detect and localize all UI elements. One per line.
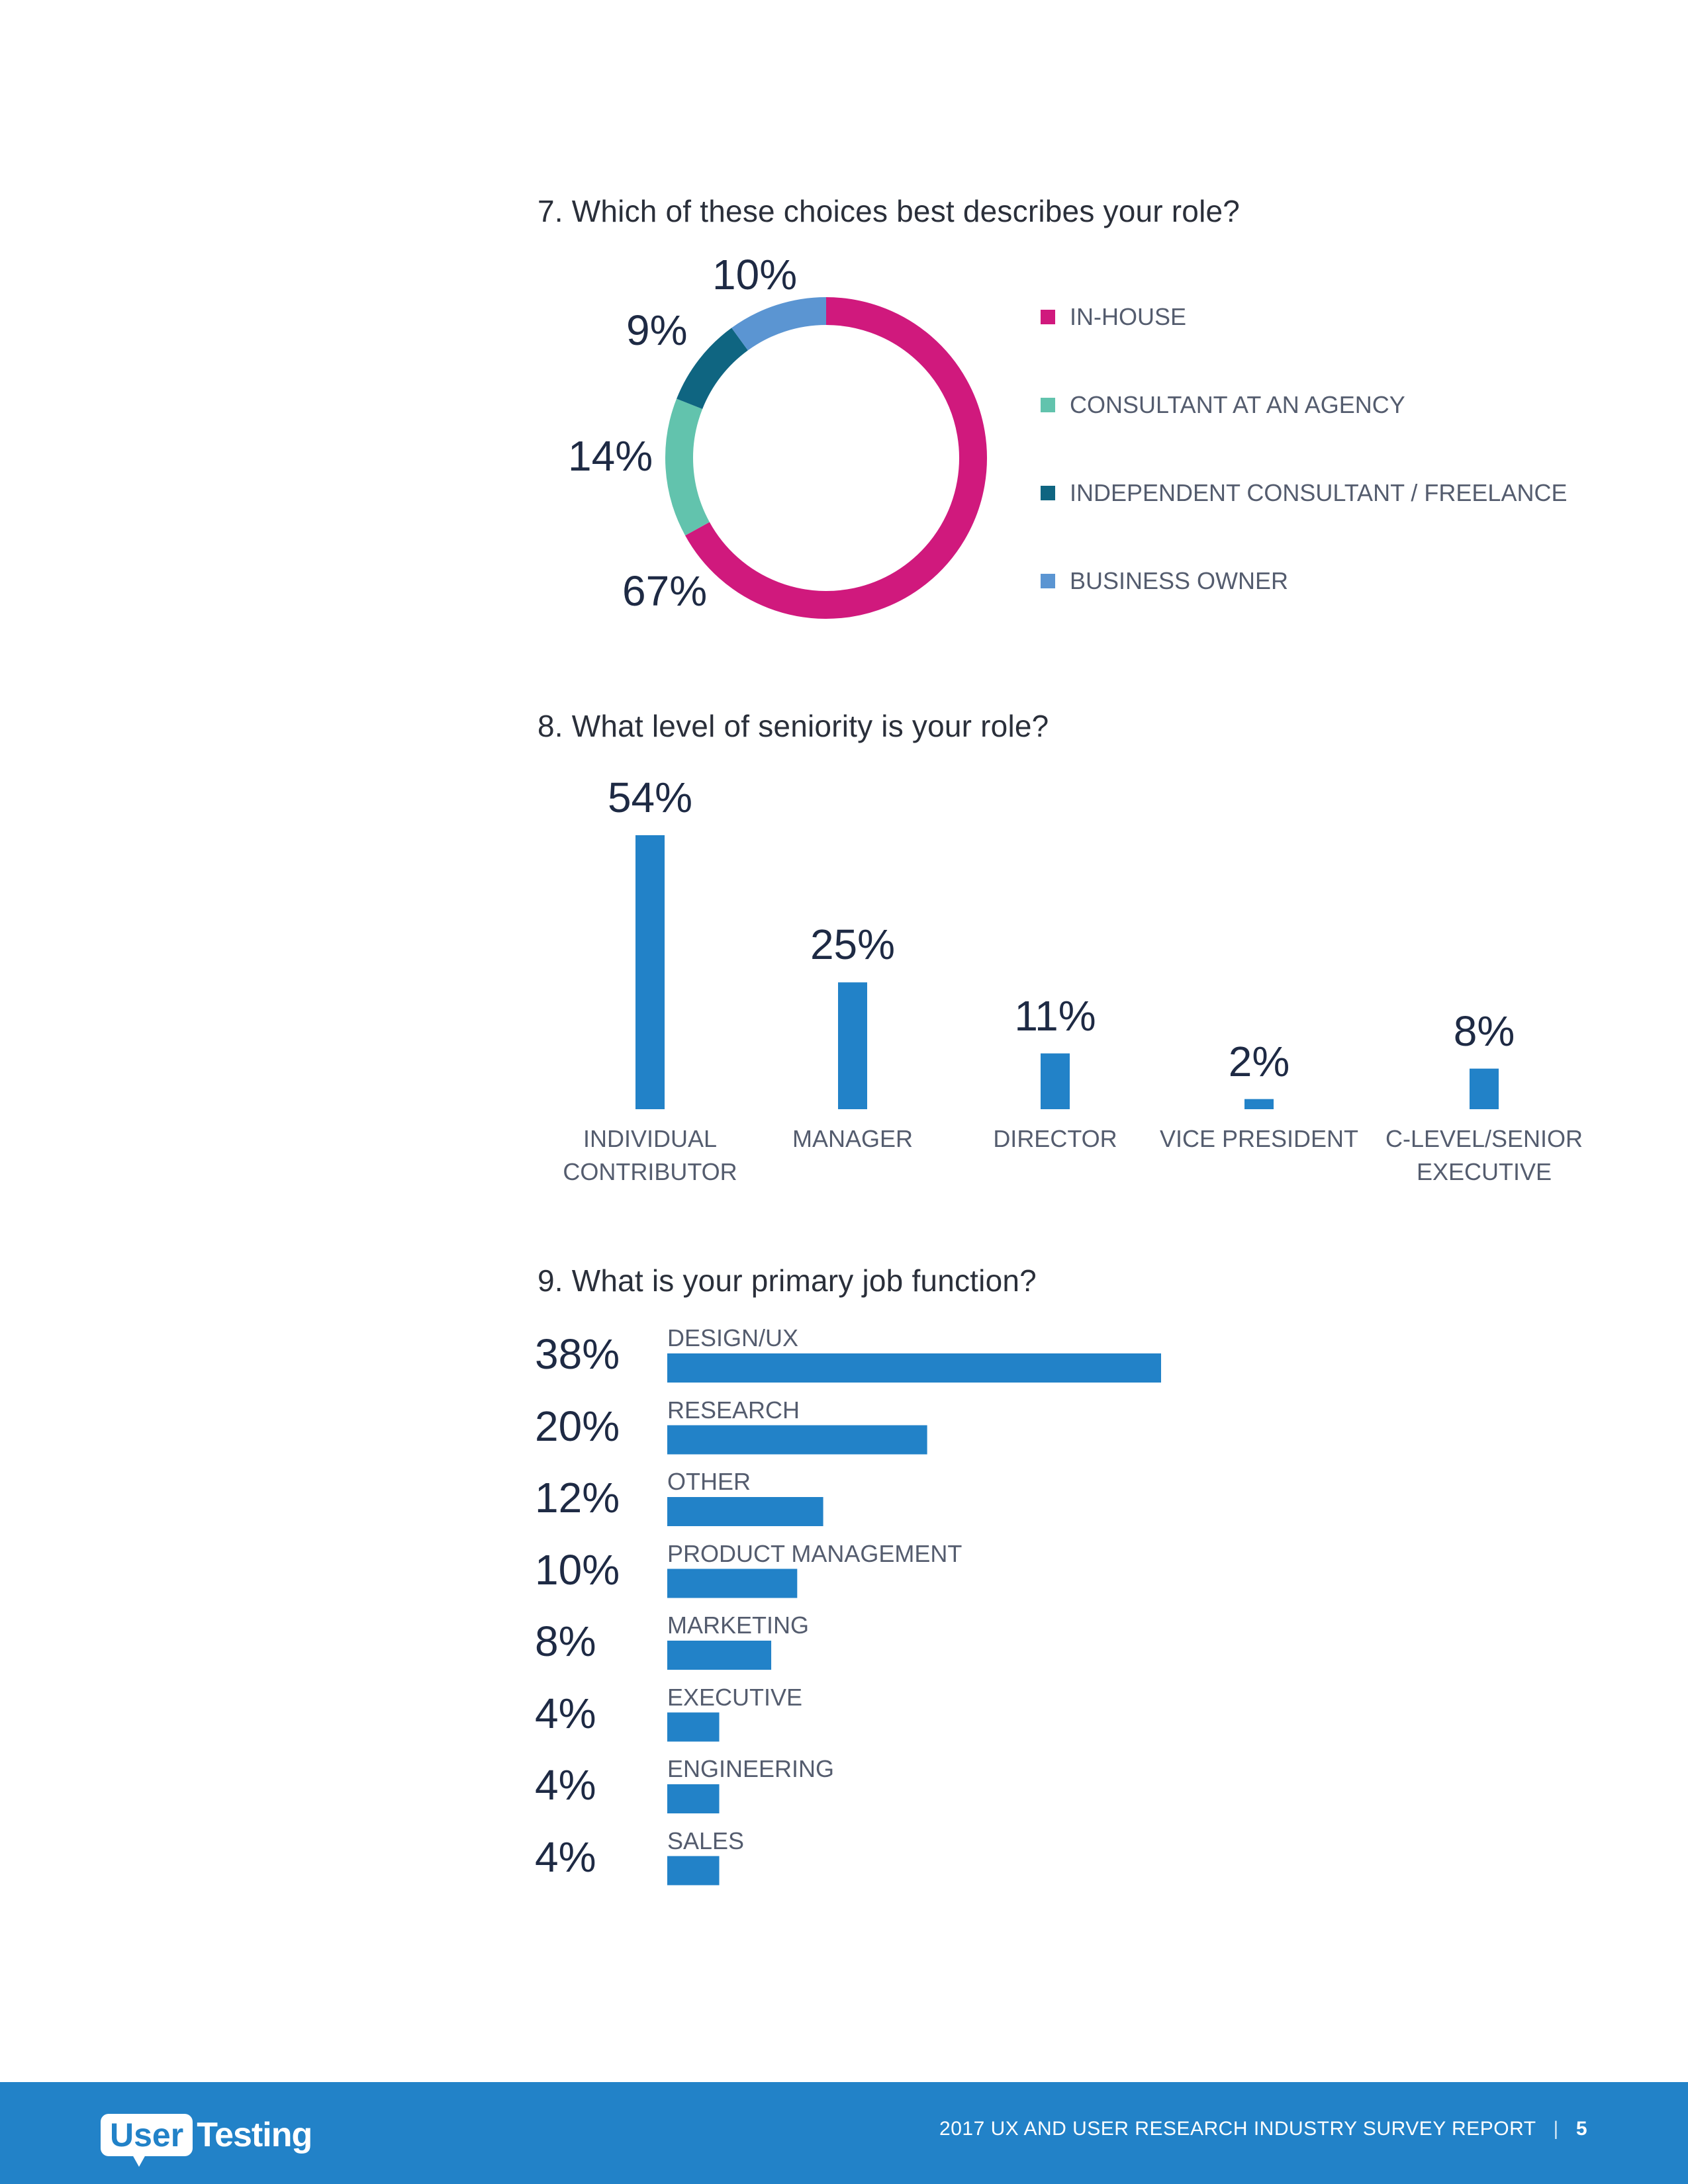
seniority-bar bbox=[1041, 1053, 1070, 1109]
job-function-category-label: SALES bbox=[667, 1827, 745, 1854]
donut-value-label: 9% bbox=[626, 306, 688, 354]
seniority-category-line: VICE PRESIDENT bbox=[1159, 1125, 1359, 1152]
q7-title: 7. Which of these choices best describes… bbox=[538, 194, 1241, 228]
job-function-bar bbox=[667, 1497, 823, 1526]
job-function-bar bbox=[667, 1425, 927, 1455]
job-function-category-label: RESEARCH bbox=[667, 1396, 800, 1424]
job-function-value-label: 12% bbox=[535, 1474, 620, 1522]
footer: User Testing 2017 UX AND USER RESEARCH I… bbox=[0, 2082, 1688, 2184]
legend-label: INDEPENDENT CONSULTANT / FREELANCE bbox=[1070, 479, 1568, 506]
job-function-value-label: 20% bbox=[535, 1402, 620, 1450]
footer-separator: | bbox=[1553, 2118, 1559, 2140]
donut-slice-in-house bbox=[685, 297, 987, 619]
seniority-value-label: 54% bbox=[607, 774, 693, 821]
seniority-category-label: C-LEVEL/SENIOR EXECUTIVE bbox=[1378, 1122, 1590, 1189]
job-function-bar bbox=[667, 1641, 772, 1670]
job-function-bar-chart bbox=[667, 1353, 1161, 1886]
seniority-bar bbox=[838, 982, 867, 1109]
legend-item: CONSULTANT AT AN AGENCY bbox=[1041, 391, 1405, 419]
seniority-value-label: 11% bbox=[1014, 991, 1096, 1040]
seniority-category-line: C-LEVEL/SENIOR bbox=[1385, 1125, 1583, 1152]
legend-swatch bbox=[1041, 310, 1055, 324]
job-function-category-label: ENGINEERING bbox=[667, 1755, 835, 1782]
legend-item: IN-HOUSE bbox=[1041, 303, 1186, 331]
job-function-bar bbox=[667, 1712, 720, 1742]
seniority-category-label: MANAGER bbox=[747, 1122, 959, 1156]
usertesting-logo[interactable]: User Testing bbox=[101, 2109, 312, 2167]
seniority-bar bbox=[635, 835, 665, 1109]
job-function-category-label: MARKETING bbox=[667, 1612, 810, 1639]
seniority-bar-chart bbox=[635, 835, 1499, 1109]
job-function-value-label: 8% bbox=[535, 1617, 596, 1665]
donut-value-label: 67% bbox=[622, 567, 708, 615]
job-function-value-label: 4% bbox=[535, 1833, 596, 1881]
job-function-bar bbox=[667, 1569, 798, 1598]
legend-item: INDEPENDENT CONSULTANT / FREELANCE bbox=[1041, 479, 1567, 507]
logo-user-bubble: User bbox=[101, 2114, 193, 2167]
seniority-value-label: 25% bbox=[810, 921, 896, 969]
job-function-bar bbox=[667, 1856, 720, 1886]
job-function-value-label: 4% bbox=[535, 1761, 596, 1809]
legend-label: BUSINESS OWNER bbox=[1070, 567, 1289, 594]
job-function-value-label: 10% bbox=[535, 1545, 620, 1594]
job-function-category-label: PRODUCT MANAGEMENT bbox=[667, 1539, 962, 1567]
q8-title: 8. What level of seniority is your role? bbox=[538, 709, 1049, 743]
legend-label: IN-HOUSE bbox=[1070, 303, 1187, 330]
legend-swatch bbox=[1041, 398, 1055, 412]
job-function-bar bbox=[667, 1784, 720, 1813]
donut-value-label: 10% bbox=[712, 251, 798, 298]
legend-swatch bbox=[1041, 574, 1055, 588]
seniority-category-label: INDIVIDUAL CONTRIBUTOR bbox=[544, 1122, 756, 1189]
seniority-category-line: MANAGER bbox=[792, 1125, 914, 1152]
seniority-value-label: 2% bbox=[1228, 1037, 1290, 1085]
donut-value-label: 14% bbox=[568, 432, 653, 480]
seniority-category-line: INDIVIDUAL bbox=[583, 1125, 718, 1152]
seniority-category-label: VICE PRESIDENT bbox=[1153, 1122, 1365, 1156]
donut-slice-independent-consultant-freelance bbox=[677, 328, 749, 410]
seniority-category-line: CONTRIBUTOR bbox=[563, 1158, 737, 1185]
footer-report-info: 2017 UX AND USER RESEARCH INDUSTRY SURVE… bbox=[939, 2118, 1587, 2140]
job-function-category-label: OTHER bbox=[667, 1468, 751, 1495]
seniority-bar bbox=[1244, 1099, 1274, 1109]
seniority-category-line: DIRECTOR bbox=[993, 1125, 1117, 1152]
job-function-bar bbox=[667, 1353, 1161, 1383]
job-function-category-label: DESIGN/UX bbox=[667, 1324, 799, 1351]
job-function-category-label: EXECUTIVE bbox=[667, 1683, 803, 1711]
donut-slice-consultant-at-an-agency bbox=[665, 398, 710, 536]
job-function-value-label: 38% bbox=[535, 1330, 620, 1378]
report-title: 2017 UX AND USER RESEARCH INDUSTRY SURVE… bbox=[939, 2118, 1536, 2140]
legend-item: BUSINESS OWNER bbox=[1041, 567, 1288, 595]
legend-swatch bbox=[1041, 486, 1055, 500]
page-number: 5 bbox=[1575, 2118, 1587, 2140]
role-donut-chart bbox=[665, 297, 987, 619]
donut-slice-business-owner bbox=[731, 297, 827, 351]
seniority-value-label: 8% bbox=[1453, 1007, 1515, 1055]
legend-label: CONSULTANT AT AN AGENCY bbox=[1070, 391, 1405, 418]
logo-testing-text: Testing bbox=[197, 2116, 312, 2154]
seniority-category-line: EXECUTIVE bbox=[1416, 1158, 1552, 1185]
q9-title: 9. What is your primary job function? bbox=[538, 1263, 1037, 1298]
seniority-category-label: DIRECTOR bbox=[949, 1122, 1161, 1156]
seniority-bar bbox=[1470, 1068, 1499, 1109]
job-function-value-label: 4% bbox=[535, 1689, 596, 1737]
